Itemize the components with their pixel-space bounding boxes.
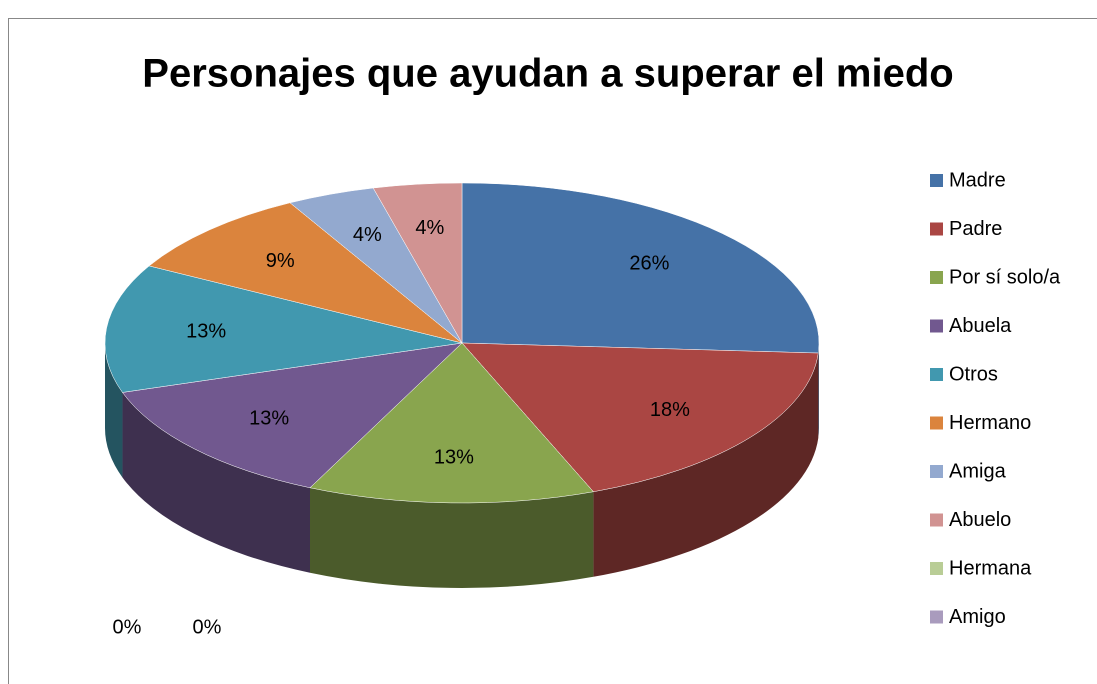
legend-label: Hermano bbox=[949, 412, 1031, 434]
slice bbox=[461, 342, 819, 493]
legend-label: Por sí solo/a bbox=[949, 266, 1061, 288]
data-label: 13% bbox=[434, 446, 474, 468]
slice-side bbox=[122, 392, 310, 573]
slice-side bbox=[593, 353, 819, 577]
slice bbox=[104, 265, 463, 393]
data-label: 9% bbox=[266, 250, 295, 272]
slice bbox=[309, 342, 594, 504]
slice bbox=[461, 182, 820, 354]
legend-swatch bbox=[930, 513, 943, 527]
slice-side bbox=[105, 343, 123, 478]
legend-swatch bbox=[930, 222, 943, 236]
slice bbox=[372, 182, 463, 344]
slice-side bbox=[309, 487, 594, 588]
legend-swatch bbox=[930, 465, 943, 478]
data-label: 18% bbox=[650, 399, 690, 421]
legend-swatch bbox=[930, 368, 943, 381]
legend-label: Abuela bbox=[949, 315, 1012, 337]
data-label: 0% bbox=[193, 616, 222, 638]
slice-side bbox=[818, 343, 819, 439]
legend-swatch bbox=[930, 271, 943, 284]
slice bbox=[148, 202, 463, 344]
legend-swatch bbox=[930, 562, 943, 575]
legend-label: Abuelo bbox=[949, 509, 1011, 531]
legend-swatch bbox=[930, 319, 943, 333]
legend-label: Amigo bbox=[949, 606, 1006, 628]
legend-label: Hermana bbox=[949, 557, 1032, 579]
legend-swatch bbox=[930, 174, 943, 187]
data-label: 13% bbox=[186, 320, 226, 342]
legend-label: Padre bbox=[949, 218, 1002, 240]
data-label: 13% bbox=[249, 407, 289, 429]
legend-label: Otros bbox=[949, 363, 998, 385]
legend-swatch bbox=[930, 416, 943, 430]
data-label: 4% bbox=[353, 224, 382, 246]
data-label: 26% bbox=[629, 252, 669, 274]
chart-title: Personajes que ayudan a superar el miedo bbox=[142, 52, 953, 96]
legend-swatch bbox=[930, 610, 943, 624]
slice bbox=[122, 342, 463, 489]
legend-label: Madre bbox=[949, 169, 1006, 191]
data-label: 4% bbox=[415, 217, 444, 239]
legend-label: Amiga bbox=[949, 460, 1007, 482]
data-label: 0% bbox=[113, 616, 142, 638]
